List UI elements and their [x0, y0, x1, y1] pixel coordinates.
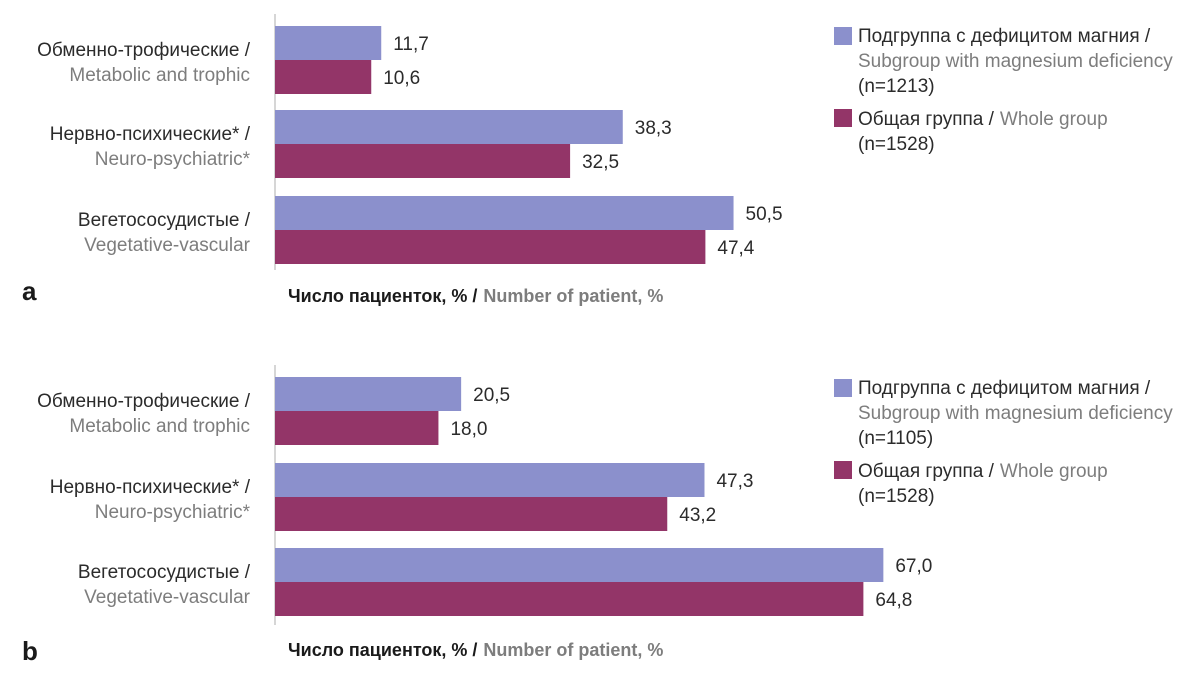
- bar-series2-cat1: [275, 411, 439, 445]
- legend-swatch-series1: [834, 27, 852, 45]
- legend-series2-n: (n=1528): [858, 486, 935, 507]
- category-label-en: Metabolic and trophic: [69, 65, 250, 86]
- chart-panel-a: Обменно-трофические / Metabolic and troph…: [22, 14, 1173, 306]
- legend-swatch-series2: [834, 461, 852, 479]
- legend-series1-ru: Подгруппа с дефицитом магния /: [858, 378, 1151, 399]
- category-label-en: Neuro-psychiatric*: [95, 502, 251, 523]
- legend-swatch-series2: [834, 109, 852, 127]
- data-label: 10,6: [383, 68, 420, 89]
- legend: Подгруппа с дефицитом магния / Subgroup w…: [834, 26, 1173, 155]
- legend-series2-n: (n=1528): [858, 134, 935, 155]
- legend-series1-n: (n=1213): [858, 76, 935, 97]
- bar-series1-cat3: [275, 548, 884, 582]
- data-label: 47,4: [717, 238, 754, 259]
- x-axis-label: Число пациенток, % / Number of patient, %: [288, 640, 663, 660]
- data-label: 11,7: [393, 34, 429, 55]
- data-label: 67,0: [895, 556, 932, 577]
- legend-swatch-series1: [834, 379, 852, 397]
- data-label: 64,8: [875, 590, 912, 611]
- legend-series2-name: Общая группа / Whole group: [858, 461, 1108, 482]
- category-label-en: Neuro-psychiatric*: [95, 149, 251, 170]
- legend-series1-en: Subgroup with magnesium deficiency: [858, 403, 1173, 424]
- legend-series1-n: (n=1105): [858, 428, 933, 449]
- legend-series2-ru: Общая группа /: [858, 461, 995, 482]
- legend-series2-name: Общая группа / Whole group: [858, 109, 1108, 130]
- bar-series2-cat3: [275, 230, 706, 264]
- data-label: 47,3: [716, 471, 753, 492]
- legend-series1-ru: Подгруппа с дефицитом магния /: [858, 26, 1151, 47]
- category-label-ru: Нервно-психические* /: [50, 124, 251, 145]
- bar-series1-cat2: [275, 463, 705, 497]
- panel-letter: b: [22, 636, 38, 666]
- legend-series2-en: Whole group: [1000, 461, 1108, 482]
- bar-series1-cat1: [275, 26, 382, 60]
- panel-letter: a: [22, 276, 37, 306]
- x-axis-label-en: Number of patient, %: [483, 640, 663, 660]
- bar-series2-cat2: [275, 144, 571, 178]
- data-label: 32,5: [582, 152, 619, 173]
- bar-series1-cat2: [275, 110, 623, 144]
- data-label: 50,5: [746, 204, 783, 225]
- legend-series2-ru: Общая группа /: [858, 109, 995, 130]
- legend-series2-en: Whole group: [1000, 109, 1108, 130]
- category-label-ru: Вегетососудистые /: [78, 562, 251, 583]
- data-label: 20,5: [473, 385, 510, 406]
- x-axis-label: Число пациенток, % / Number of patient, %: [288, 286, 663, 306]
- data-label: 43,2: [679, 505, 716, 526]
- bar-series1-cat3: [275, 196, 734, 230]
- x-axis-label-ru: Число пациенток, % /: [288, 286, 477, 306]
- data-label: 38,3: [635, 118, 672, 139]
- category-label-ru: Обменно-трофические /: [37, 40, 251, 61]
- x-axis-label-ru: Число пациенток, % /: [288, 640, 477, 660]
- category-label-en: Metabolic and trophic: [69, 416, 250, 437]
- bar-series2-cat1: [275, 60, 372, 94]
- data-label: 18,0: [450, 419, 487, 440]
- legend-series1-en: Subgroup with magnesium deficiency: [858, 51, 1173, 72]
- category-label-ru: Вегетососудистые /: [78, 210, 251, 231]
- x-axis-label-en: Number of patient, %: [483, 286, 663, 306]
- chart-panel-b: Обменно-трофические / Metabolic and troph…: [22, 365, 1173, 666]
- bar-series1-cat1: [275, 377, 462, 411]
- category-label-en: Vegetative-vascular: [84, 587, 250, 608]
- category-label-ru: Обменно-трофические /: [37, 391, 251, 412]
- bar-series2-cat2: [275, 497, 668, 531]
- legend: Подгруппа с дефицитом магния / Subgroup w…: [834, 378, 1173, 507]
- category-label-ru: Нервно-психические* /: [50, 477, 251, 498]
- category-label-en: Vegetative-vascular: [84, 235, 250, 256]
- bar-series2-cat3: [275, 582, 864, 616]
